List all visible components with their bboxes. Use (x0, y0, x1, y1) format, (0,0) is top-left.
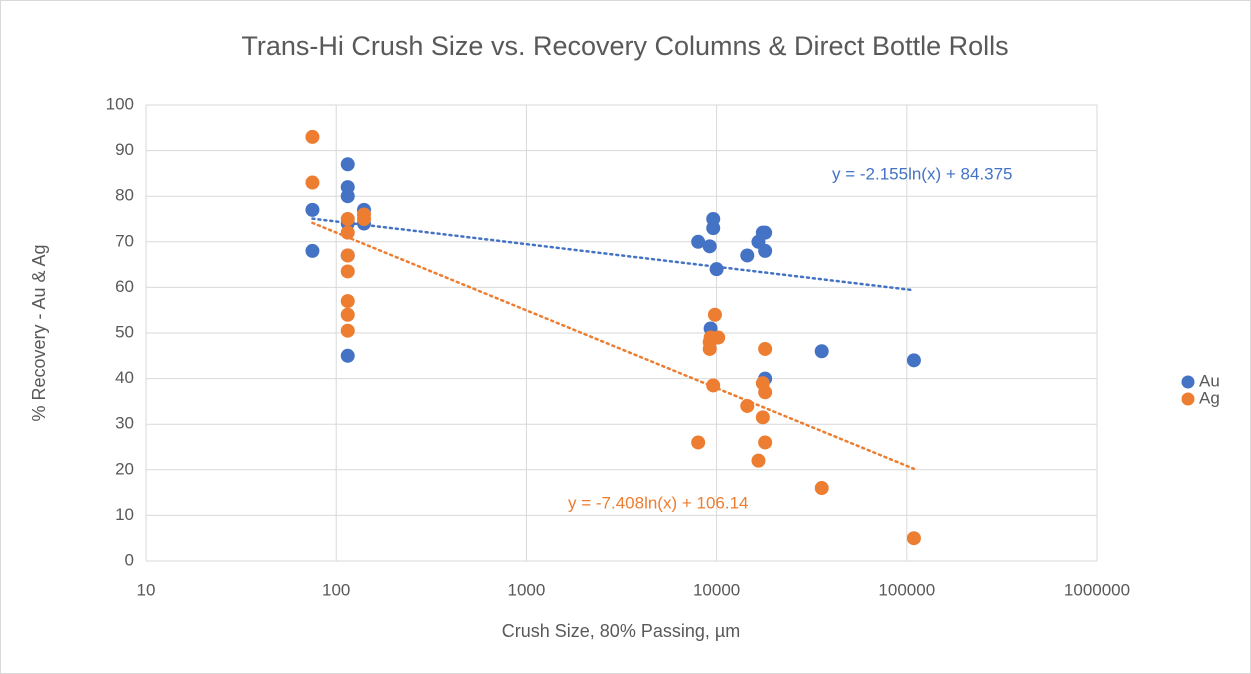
y-axis-label: % Recovery - Au & Ag (29, 244, 49, 421)
x-tick-label: 1000000 (1064, 580, 1130, 599)
point (758, 243, 773, 258)
y-tick-label: 20 (115, 459, 134, 478)
point (340, 264, 355, 279)
point (691, 435, 706, 450)
point (702, 239, 717, 254)
point (305, 129, 320, 144)
x-tick-label: 1000 (507, 580, 545, 599)
point (305, 175, 320, 190)
point (755, 410, 770, 425)
point (356, 212, 371, 226)
point (340, 248, 355, 263)
point (691, 234, 706, 249)
y-tick-label: 100 (106, 94, 134, 113)
trendline (311, 221, 916, 471)
point (758, 385, 773, 400)
y-tick-label: 80 (115, 186, 134, 205)
legend-label: Au (1199, 371, 1220, 390)
point (711, 330, 726, 345)
point (758, 435, 773, 450)
y-tick-label: 10 (115, 505, 134, 524)
point (707, 307, 722, 322)
point (906, 353, 921, 368)
point (340, 212, 355, 226)
point (340, 225, 355, 240)
point (340, 323, 355, 338)
y-tick-label: 70 (115, 231, 134, 250)
x-tick-label: 10 (137, 580, 156, 599)
point (740, 398, 755, 413)
x-tick-label: 100000 (878, 580, 935, 599)
y-tick-label: 0 (125, 550, 134, 569)
x-axis-label: Crush Size, 80% Passing, µm (502, 621, 740, 641)
legend-marker (1181, 392, 1195, 406)
point (758, 225, 773, 240)
y-tick-label: 30 (115, 414, 134, 433)
point (340, 294, 355, 309)
y-tick-label: 50 (115, 322, 134, 341)
point (340, 157, 355, 172)
legend-label: Ag (1199, 388, 1220, 407)
point (906, 531, 921, 546)
point (740, 248, 755, 263)
y-tick-label: 40 (115, 368, 134, 387)
point (340, 189, 355, 204)
trendline-label: y = -7.408ln(x) + 106.14 (568, 493, 749, 512)
trendline (311, 217, 916, 292)
trendline-label: y = -2.155ln(x) + 84.375 (832, 164, 1013, 183)
point (706, 221, 721, 236)
point (751, 453, 766, 468)
x-tick-label: 10000 (693, 580, 740, 599)
point (340, 348, 355, 363)
y-tick-label: 90 (115, 140, 134, 159)
point (758, 341, 773, 356)
chart-title: Trans-Hi Crush Size vs. Recovery Columns… (241, 31, 1008, 61)
y-tick-label: 60 (115, 277, 134, 296)
point (340, 307, 355, 322)
x-tick-label: 100 (322, 580, 350, 599)
point (709, 262, 724, 277)
point (706, 378, 721, 393)
point (305, 243, 320, 258)
point (305, 202, 320, 217)
legend-marker (1181, 375, 1195, 389)
point (814, 344, 829, 359)
point (814, 481, 829, 496)
